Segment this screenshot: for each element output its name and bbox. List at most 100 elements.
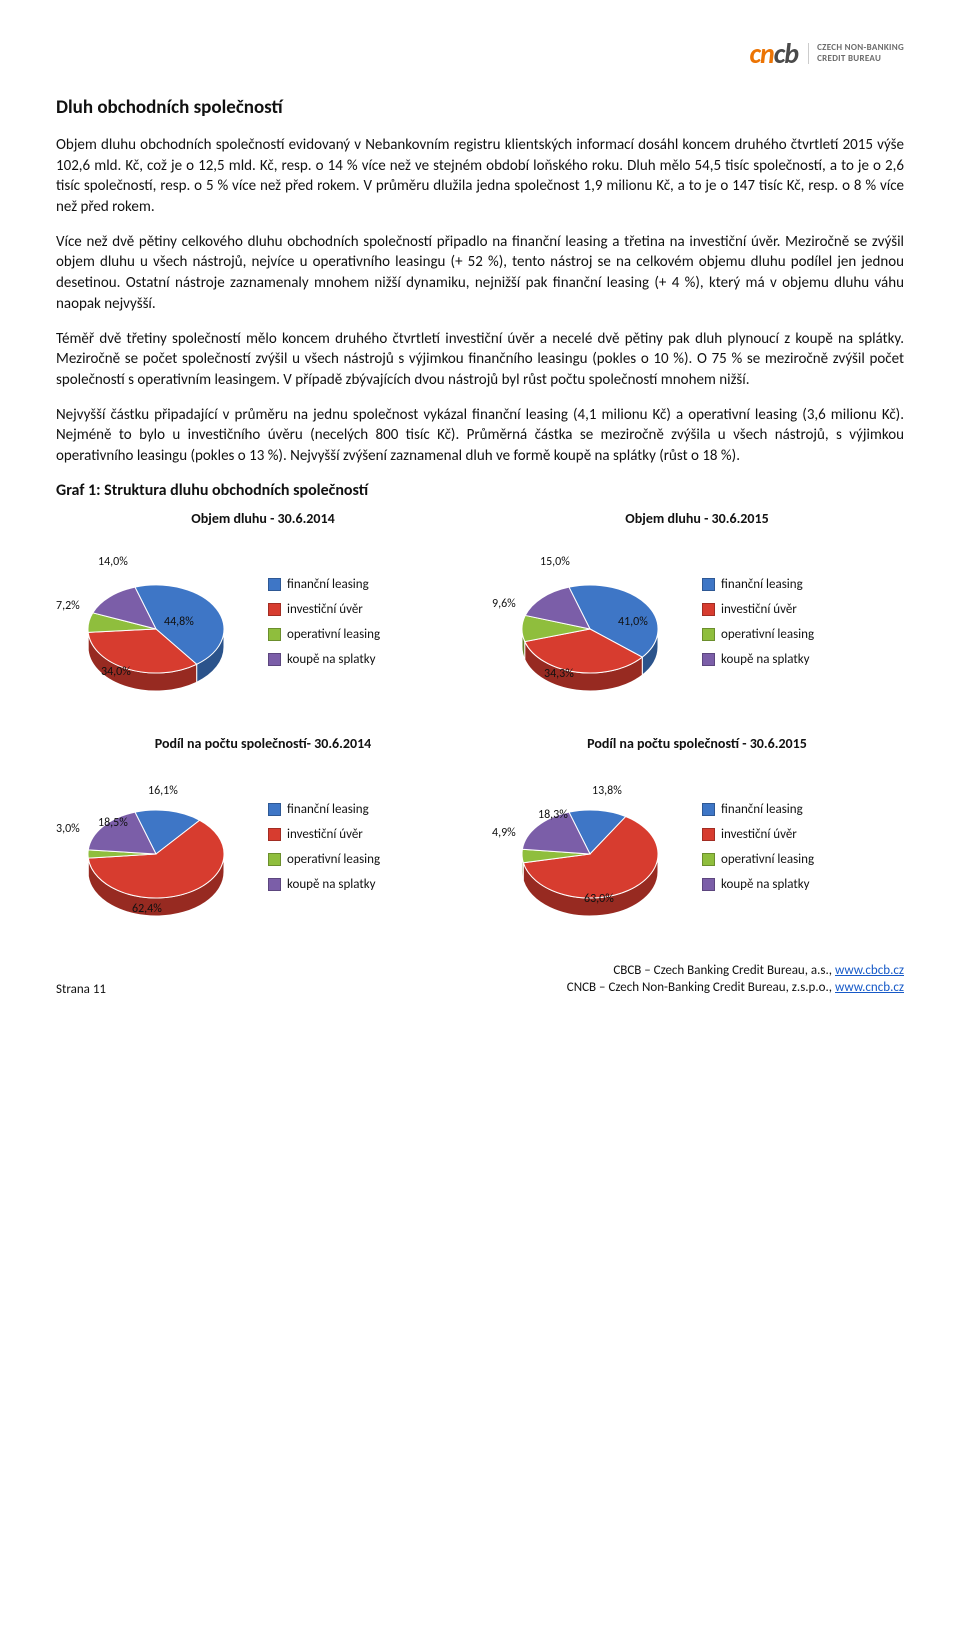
- legend-label: operativní leasing: [287, 627, 380, 642]
- legend-swatch: [702, 603, 715, 616]
- legend-label: investiční úvěr: [721, 602, 797, 617]
- slice-label: 41,0%: [618, 615, 648, 629]
- legend-label: operativní leasing: [721, 852, 814, 867]
- legend-label: operativní leasing: [721, 627, 814, 642]
- logo-cn: cn: [749, 36, 773, 71]
- legend-label: koupě na splatky: [721, 652, 810, 667]
- logo-cb: cb: [774, 36, 798, 71]
- legend-swatch: [268, 603, 281, 616]
- pie-graphic: 13,8% 63,0% 4,9% 18,3%: [490, 762, 690, 932]
- pie-graphic: 44,8% 34,0% 7,2% 14,0%: [56, 537, 256, 707]
- slice-label: 34,0%: [101, 665, 131, 679]
- chart-title: Podíl na počtu společností - 30.6.2015: [490, 735, 904, 752]
- legend-label: finanční leasing: [721, 577, 803, 592]
- legend-swatch: [268, 878, 281, 891]
- cncb-logo: cncb CZECH NON-BANKING CREDIT BUREAU: [749, 36, 904, 71]
- pie-graphic: 16,1% 62,4% 3,0% 18,5%: [56, 762, 256, 932]
- legend-item: investiční úvěr: [702, 827, 814, 842]
- legend-item: investiční úvěr: [702, 602, 814, 617]
- legend-label: finanční leasing: [721, 802, 803, 817]
- footer-text: CBCB – Czech Banking Credit Bureau, a.s.…: [613, 963, 835, 978]
- slice-label: 3,0%: [56, 822, 80, 836]
- footer-link-cbcb[interactable]: www.cbcb.cz: [835, 963, 904, 978]
- legend-swatch: [702, 878, 715, 891]
- logo-subtitle: CZECH NON-BANKING CREDIT BUREAU: [808, 43, 904, 64]
- slice-label: 16,1%: [148, 784, 178, 798]
- body-paragraph: Téměř dvě třetiny společností mělo konce…: [56, 329, 904, 391]
- footer-text: CNCB – Czech Non-Banking Credit Bureau, …: [567, 980, 835, 995]
- footer-link-cncb[interactable]: www.cncb.cz: [835, 980, 904, 995]
- pie-chart: Objem dluhu - 30.6.2015 41,0% 34,3% 9,6% 15…: [490, 510, 904, 707]
- logo-sub-line: CZECH NON-BANKING: [817, 43, 904, 53]
- legend-swatch: [702, 578, 715, 591]
- legend-item: koupě na splatky: [268, 877, 380, 892]
- legend-swatch: [268, 578, 281, 591]
- pie-chart: Objem dluhu - 30.6.2014 44,8% 34,0% 7,2% 14…: [56, 510, 470, 707]
- chart-title: Podíl na počtu společností- 30.6.2014: [56, 735, 470, 752]
- slice-label: 9,6%: [492, 597, 516, 611]
- body-paragraph: Více než dvě pětiny celkového dluhu obch…: [56, 232, 904, 315]
- legend-item: operativní leasing: [702, 852, 814, 867]
- slice-label: 18,3%: [538, 808, 568, 822]
- legend-label: operativní leasing: [287, 852, 380, 867]
- pie-chart: Podíl na počtu společností - 30.6.2015 1…: [490, 735, 904, 932]
- legend-label: investiční úvěr: [721, 827, 797, 842]
- chart-legend: finanční leasing investiční úvěr operativn…: [268, 577, 380, 667]
- slice-label: 44,8%: [164, 615, 194, 629]
- logo-wordmark: cncb: [749, 36, 798, 71]
- pie-graphic: 41,0% 34,3% 9,6% 15,0%: [490, 537, 690, 707]
- footer-credits: CBCB – Czech Banking Credit Bureau, a.s.…: [567, 962, 904, 997]
- legend-item: investiční úvěr: [268, 827, 380, 842]
- body-paragraph: Objem dluhu obchodních společností evido…: [56, 135, 904, 218]
- legend-item: operativní leasing: [268, 627, 380, 642]
- page-footer: Strana 11 CBCB – Czech Banking Credit Bu…: [56, 962, 904, 997]
- slice-label: 63,0%: [584, 892, 614, 906]
- legend-label: finanční leasing: [287, 577, 369, 592]
- legend-item: finanční leasing: [702, 577, 814, 592]
- slice-label: 34,3%: [544, 667, 574, 681]
- chart-heading: Graf 1: Struktura dluhu obchodních spole…: [56, 481, 904, 500]
- slice-label: 15,0%: [540, 555, 570, 569]
- legend-swatch: [702, 803, 715, 816]
- legend-item: koupě na splatky: [268, 652, 380, 667]
- legend-label: koupě na splatky: [721, 877, 810, 892]
- legend-label: finanční leasing: [287, 802, 369, 817]
- legend-label: koupě na splatky: [287, 652, 376, 667]
- logo-sub-line: CREDIT BUREAU: [817, 54, 904, 64]
- section-heading: Dluh obchodních společností: [56, 96, 904, 119]
- slice-label: 18,5%: [98, 816, 128, 830]
- legend-swatch: [268, 653, 281, 666]
- slice-label: 7,2%: [56, 599, 80, 613]
- chart-legend: finanční leasing investiční úvěr operativn…: [702, 577, 814, 667]
- legend-item: finanční leasing: [702, 802, 814, 817]
- legend-label: investiční úvěr: [287, 827, 363, 842]
- slice-label: 13,8%: [592, 784, 622, 798]
- page-number: Strana 11: [56, 982, 106, 997]
- chart-legend: finanční leasing investiční úvěr operativn…: [268, 802, 380, 892]
- legend-item: koupě na splatky: [702, 652, 814, 667]
- legend-swatch: [702, 828, 715, 841]
- chart-title: Objem dluhu - 30.6.2015: [490, 510, 904, 527]
- legend-swatch: [702, 853, 715, 866]
- legend-swatch: [268, 803, 281, 816]
- slice-label: 4,9%: [492, 826, 516, 840]
- legend-swatch: [702, 628, 715, 641]
- legend-item: operativní leasing: [702, 627, 814, 642]
- legend-item: investiční úvěr: [268, 602, 380, 617]
- chart-title: Objem dluhu - 30.6.2014: [56, 510, 470, 527]
- body-paragraph: Nejvyšší částku připadající v průměru na…: [56, 405, 904, 467]
- legend-swatch: [268, 853, 281, 866]
- legend-item: finanční leasing: [268, 802, 380, 817]
- legend-swatch: [268, 828, 281, 841]
- legend-swatch: [268, 628, 281, 641]
- slice-label: 62,4%: [132, 902, 162, 916]
- legend-item: operativní leasing: [268, 852, 380, 867]
- chart-legend: finanční leasing investiční úvěr operativn…: [702, 802, 814, 892]
- legend-item: koupě na splatky: [702, 877, 814, 892]
- legend-item: finanční leasing: [268, 577, 380, 592]
- legend-swatch: [702, 653, 715, 666]
- slice-label: 14,0%: [98, 555, 128, 569]
- charts-area: Objem dluhu - 30.6.2014 44,8% 34,0% 7,2% 14…: [56, 510, 904, 932]
- legend-label: investiční úvěr: [287, 602, 363, 617]
- header-logo-bar: cncb CZECH NON-BANKING CREDIT BUREAU: [56, 36, 904, 92]
